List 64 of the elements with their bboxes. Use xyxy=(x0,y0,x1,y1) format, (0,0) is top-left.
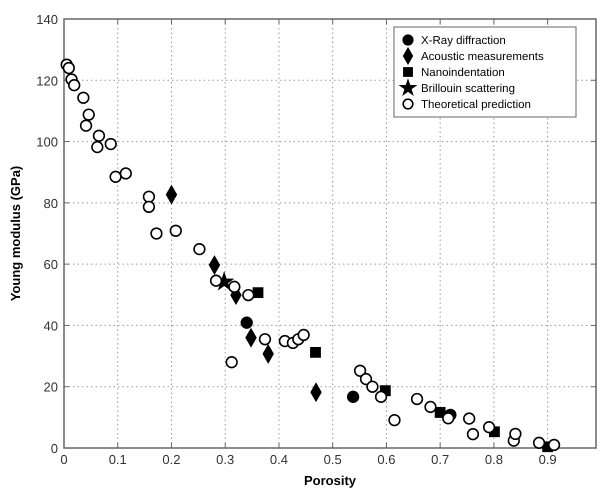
point xyxy=(298,328,310,342)
x-tick-label: 0.2 xyxy=(162,452,181,467)
point xyxy=(80,119,92,132)
point xyxy=(109,170,122,183)
legend-label: Acoustic measurements xyxy=(421,51,544,63)
y-axis-title: Young modulus (GPa) xyxy=(8,166,23,302)
y-tick-label: 140 xyxy=(36,12,58,27)
point xyxy=(228,280,240,293)
y-tick-label: 100 xyxy=(36,134,58,150)
point xyxy=(532,436,546,449)
point xyxy=(442,412,454,424)
point xyxy=(226,356,238,368)
x-axis-title: Porosity xyxy=(304,473,357,488)
point xyxy=(366,380,379,393)
x-tick-label: 0.9 xyxy=(538,452,557,467)
x-tick-label: 0.6 xyxy=(377,452,396,467)
y-tick-label: 0 xyxy=(50,441,58,456)
point xyxy=(120,167,132,180)
point xyxy=(463,412,476,425)
point xyxy=(104,138,117,150)
legend-label: Brillouin scattering xyxy=(421,83,515,95)
x-tick-label: 0.1 xyxy=(108,452,127,467)
y-tick-label: 20 xyxy=(44,380,58,395)
point xyxy=(193,242,206,256)
y-tick-label: 40 xyxy=(44,318,58,334)
legend-label: Theoretical prediction xyxy=(421,99,531,111)
point xyxy=(424,400,437,414)
point xyxy=(252,287,264,298)
point xyxy=(310,346,321,358)
point xyxy=(150,227,163,240)
x-tick-label: 0.8 xyxy=(484,452,503,467)
x-tick-label: 0.7 xyxy=(431,452,450,467)
point xyxy=(258,333,272,346)
point xyxy=(354,364,366,377)
point xyxy=(360,372,372,386)
point xyxy=(77,92,90,104)
legend-label: Nanoindentation xyxy=(421,67,505,79)
point xyxy=(466,428,480,440)
x-tick-label: 0.5 xyxy=(324,452,342,467)
y-tick-label: 80 xyxy=(44,196,58,211)
y-tick-label: 120 xyxy=(36,73,58,88)
y-tick-label: 60 xyxy=(44,257,58,272)
point xyxy=(374,390,388,403)
point xyxy=(68,79,80,92)
point xyxy=(142,200,156,213)
x-tick-label: 0.4 xyxy=(270,452,288,467)
point xyxy=(388,414,401,426)
legend-label: X-Ray diffraction xyxy=(421,35,506,47)
point xyxy=(346,390,360,403)
x-tick-label: 0 xyxy=(60,452,68,467)
x-tick-label: 0.3 xyxy=(216,452,234,467)
point xyxy=(92,130,106,142)
point xyxy=(62,62,75,74)
point xyxy=(410,392,424,406)
point xyxy=(142,190,156,203)
point xyxy=(509,428,522,440)
point xyxy=(170,224,182,237)
point xyxy=(482,421,496,434)
point xyxy=(242,288,254,302)
point xyxy=(240,316,253,329)
point xyxy=(548,438,560,452)
point xyxy=(82,108,95,121)
point xyxy=(210,274,222,287)
point xyxy=(91,140,104,154)
